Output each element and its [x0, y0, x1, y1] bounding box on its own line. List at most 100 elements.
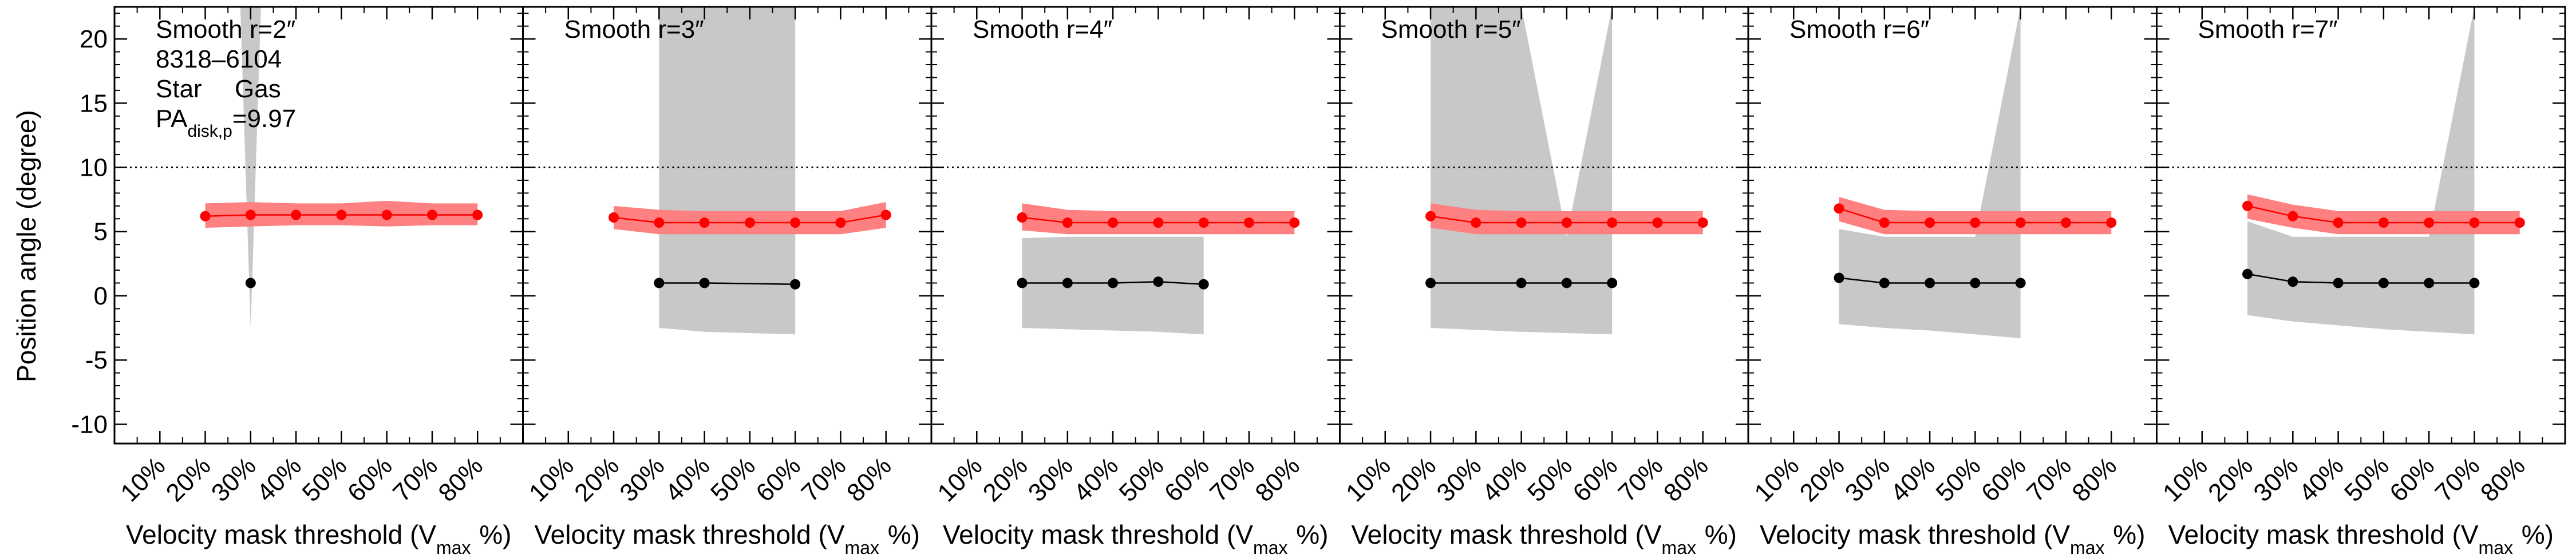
gas-point — [200, 211, 211, 221]
star-point — [245, 278, 256, 288]
x-axis-title: Velocity mask threshold (Vmax %) — [535, 520, 920, 558]
gas-uncertainty-band — [2247, 194, 2520, 235]
panel-plot-area — [523, 7, 931, 335]
panels: -10-50510152010%20%30%40%50%60%70%80%Vel… — [71, 6, 2566, 558]
gas-uncertainty-band — [1839, 197, 2112, 235]
panel-5: 10%20%30%40%50%60%70%80% Velocity mask th… — [1747, 6, 2158, 558]
x-tick-label: 30% — [1431, 452, 1487, 507]
panel-2: 10%20%30%40%50%60%70%80% Velocity mask th… — [522, 6, 933, 558]
legend-star: Star — [156, 75, 202, 103]
x-tick-label: 20% — [978, 452, 1033, 507]
gas-point — [835, 217, 846, 228]
x-tick-label: 30% — [2248, 452, 2304, 507]
gas-point — [1925, 217, 1935, 228]
star-point — [1561, 278, 1572, 288]
panel-title: Smooth r=6″ — [1789, 15, 1929, 43]
x-tick-label: 70% — [2430, 452, 2486, 507]
star-point — [1925, 278, 1935, 288]
panel-plot-area — [1340, 7, 1748, 335]
star-point — [1108, 278, 1119, 288]
y-tick-label: 15 — [80, 89, 108, 117]
gas-point — [2514, 217, 2525, 228]
x-tick-label: 30% — [614, 452, 670, 507]
legend-gas: Gas — [235, 75, 281, 103]
x-tick-label: 70% — [2021, 452, 2077, 507]
star-line — [2247, 273, 2475, 284]
star-point — [2424, 278, 2435, 288]
gas-point — [609, 212, 619, 223]
x-tick-label: 30% — [1840, 452, 1895, 507]
star-point — [1516, 278, 1527, 288]
gas-point — [426, 209, 437, 220]
x-axis-title: Velocity mask threshold (Vmax %) — [126, 520, 511, 558]
star-point — [1425, 278, 1436, 288]
gas-point — [2015, 217, 2026, 228]
gas-point — [381, 209, 392, 220]
x-tick-label: 80% — [841, 452, 897, 507]
x-tick-label: 50% — [1522, 452, 1578, 507]
x-tick-label: 20% — [2203, 452, 2258, 507]
panel-title: Smooth r=5″ — [1381, 15, 1521, 43]
x-tick-label: 30% — [1023, 452, 1078, 507]
gas-point — [1697, 217, 1708, 228]
panel-3: 10%20%30%40%50%60%70%80% Velocity mask th… — [930, 6, 1341, 558]
star-point — [1017, 278, 1028, 288]
x-tick-label: 70% — [796, 452, 852, 507]
x-tick-label: 40% — [1885, 452, 1941, 507]
y-tick-label: 5 — [94, 218, 108, 246]
x-tick-label: 50% — [1114, 452, 1170, 507]
x-tick-label: 10% — [932, 452, 987, 507]
star-point — [1153, 276, 1164, 287]
gas-point — [1243, 217, 1254, 228]
gas-point — [1062, 217, 1073, 228]
gas-point — [2060, 217, 2071, 228]
star-point — [1198, 279, 1209, 290]
x-tick-label: 70% — [1613, 452, 1669, 507]
panel-plot-area — [1748, 7, 2157, 338]
x-tick-label: 40% — [2294, 452, 2349, 507]
gas-point — [1153, 217, 1164, 228]
x-axis-title: Velocity mask threshold (Vmax %) — [943, 520, 1328, 558]
x-tick-label: 60% — [1159, 452, 1215, 507]
x-tick-label: 40% — [251, 452, 307, 507]
x-tick-label: 10% — [115, 452, 171, 507]
x-tick-label: 10% — [2158, 452, 2213, 507]
panel-6: 10%20%30%40%50%60%70%80% Velocity mask th… — [2156, 6, 2566, 558]
x-tick-label: 20% — [569, 452, 625, 507]
x-axis-title: Velocity mask threshold (Vmax %) — [2168, 520, 2554, 558]
panel-title: Smooth r=7″ — [2198, 15, 2338, 43]
gas-point — [291, 209, 302, 220]
x-tick-label: 10% — [524, 452, 579, 507]
star-point — [2333, 278, 2344, 288]
star-point — [2242, 268, 2253, 279]
gas-point — [1834, 203, 1844, 214]
gas-point — [336, 209, 347, 220]
y-tick-label: 20 — [80, 25, 108, 53]
y-axis-title: Position angle (degree) — [11, 110, 41, 382]
star-point — [1879, 278, 1890, 288]
pa-annotation: PAdisk,p=9.97 — [156, 105, 296, 141]
gas-point — [1652, 217, 1663, 228]
gas-point — [1561, 217, 1572, 228]
x-tick-label: 30% — [206, 452, 262, 507]
x-tick-label: 40% — [1477, 452, 1532, 507]
gas-point — [2106, 217, 2117, 228]
gas-point — [2333, 217, 2344, 228]
star-point — [1834, 272, 1844, 283]
x-tick-label: 80% — [2475, 452, 2531, 507]
star-uncertainty-band — [1839, 7, 2021, 338]
star-point — [699, 278, 710, 288]
gas-point — [744, 217, 755, 228]
gas-point — [2469, 217, 2480, 228]
x-tick-label: 80% — [1250, 452, 1305, 507]
x-tick-label: 10% — [1749, 452, 1804, 507]
panel-plot-area — [2156, 7, 2565, 335]
gas-point — [1516, 217, 1527, 228]
gas-point — [699, 217, 710, 228]
x-tick-label: 80% — [433, 452, 488, 507]
star-point — [2015, 278, 2026, 288]
x-tick-label: 60% — [1567, 452, 1623, 507]
panel-title: Smooth r=2″ — [156, 15, 295, 43]
star-point — [1970, 278, 1981, 288]
